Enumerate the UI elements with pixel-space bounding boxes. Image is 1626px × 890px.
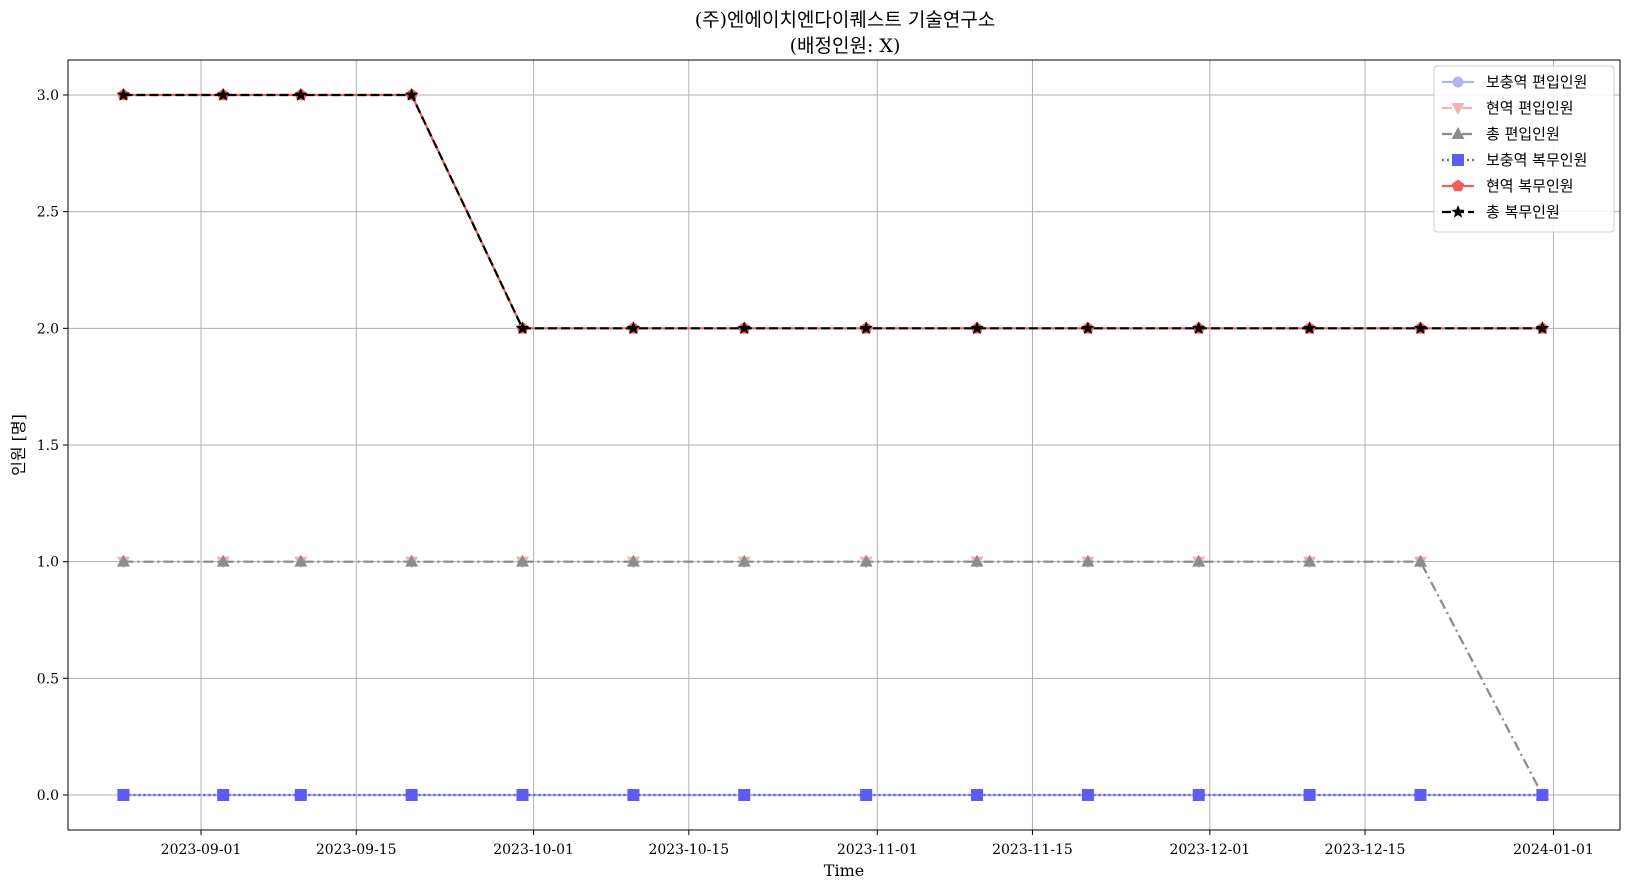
y-tick-label: 2.5 (37, 205, 59, 221)
legend-marker (1451, 179, 1465, 192)
data-point (217, 789, 230, 801)
legend-label: 보충역 편입인원 (1486, 73, 1587, 91)
data-point (1413, 554, 1427, 567)
legend-label: 현역 복무인원 (1486, 177, 1574, 195)
x-tick-label: 2023-12-15 (1325, 842, 1406, 858)
x-axis-label: Time (824, 861, 864, 880)
data-point (738, 789, 751, 801)
data-point (117, 789, 130, 801)
legend-label: 보충역 복무인원 (1486, 151, 1587, 169)
x-tick-label: 2023-12-01 (1169, 842, 1250, 858)
series-line (123, 560, 1544, 796)
series-layer (116, 88, 1550, 802)
data-point (516, 554, 530, 567)
data-point (627, 789, 640, 801)
series-3 (116, 554, 1549, 800)
data-point (294, 88, 308, 101)
data-point (516, 789, 529, 801)
x-tick-label: 2023-10-15 (648, 842, 729, 858)
x-tick-label: 2023-11-01 (837, 842, 918, 858)
x-tick-label: 2023-10-01 (493, 842, 574, 858)
chart-subtitle: (배정인원: X) (790, 35, 901, 57)
data-point (515, 321, 530, 334)
legend-marker (1451, 127, 1465, 139)
series-4 (117, 789, 1549, 801)
legend-marker (1452, 76, 1464, 88)
data-point (1081, 321, 1095, 334)
data-point (859, 554, 873, 567)
data-point (970, 321, 984, 334)
data-point (1303, 789, 1316, 801)
data-point (859, 321, 873, 334)
data-point (116, 88, 131, 101)
y-tick-label: 3.0 (37, 88, 59, 104)
data-point (1192, 554, 1206, 567)
series-line (123, 93, 1543, 330)
legend-label: 총 편입인원 (1486, 125, 1560, 143)
data-point (860, 789, 873, 801)
data-point (970, 554, 984, 567)
data-point (116, 554, 130, 567)
y-tick-label: 0.0 (37, 788, 59, 804)
y-tick-label: 0.5 (37, 671, 59, 687)
y-tick-label: 1.5 (37, 438, 59, 454)
y-tick-label: 2.0 (37, 321, 59, 337)
series-2 (116, 556, 1549, 802)
data-point (971, 789, 984, 801)
data-point (1192, 789, 1205, 801)
data-point (1414, 789, 1427, 801)
data-point (1536, 789, 1549, 801)
data-point (626, 554, 640, 567)
grid (68, 60, 1620, 830)
data-point (1302, 321, 1317, 334)
y-tick-label: 1.0 (37, 555, 59, 571)
data-point (294, 789, 307, 801)
legend-label: 현역 편입인원 (1486, 99, 1574, 117)
legend-label: 총 복무인원 (1486, 203, 1560, 221)
legend-box (1433, 65, 1615, 233)
x-tick-label: 2024-01-01 (1513, 842, 1594, 858)
data-point (1303, 554, 1317, 567)
series-5 (117, 88, 1549, 334)
series-1 (117, 789, 1548, 801)
data-point (216, 554, 230, 567)
axis-ticks: 2023-09-01 2023-09-15 2023-10-01 2023-10-15… (37, 88, 1594, 858)
legend-marker (1451, 205, 1465, 218)
x-tick-label: 2023-09-15 (316, 842, 397, 858)
legend-marker (1451, 103, 1465, 115)
data-point (1535, 321, 1550, 334)
data-point (737, 321, 751, 334)
data-point (1192, 321, 1206, 334)
x-tick-label: 2023-11-15 (992, 842, 1073, 858)
data-point (405, 88, 419, 101)
series-6 (116, 88, 1550, 334)
data-point (216, 88, 230, 101)
y-axis-label: 인원 [명] (9, 414, 28, 476)
data-point (1413, 321, 1428, 334)
data-point (294, 554, 308, 567)
data-point (626, 321, 641, 334)
x-tick-label: 2023-09-01 (161, 842, 242, 858)
data-point (405, 789, 418, 801)
data-point (737, 554, 751, 567)
data-point (405, 554, 419, 567)
chart-title: (주)엔에이치엔다이퀘스트 기술연구소 (695, 9, 996, 31)
data-point (1081, 554, 1095, 567)
legend-marker (1452, 154, 1464, 166)
data-point (1081, 789, 1094, 801)
plot-frame (67, 59, 1621, 831)
